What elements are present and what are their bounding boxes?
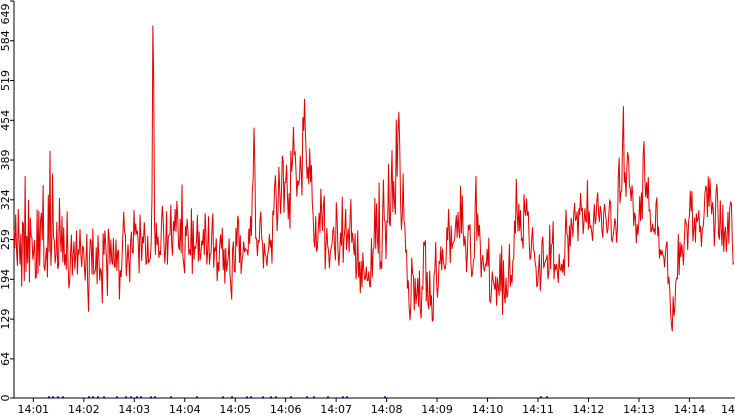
y-tick-label: 259: [0, 229, 12, 250]
y-tick-label: 194: [0, 269, 12, 290]
y-tick-label: 324: [0, 189, 12, 210]
y-tick-label: 389: [0, 150, 12, 171]
series-line: [13, 25, 735, 332]
x-tick-label: 14:14: [674, 403, 706, 415]
y-tick-label: 519: [0, 70, 12, 91]
x-tick-label: 14:04: [169, 403, 201, 415]
x-tick-label: 14:10: [472, 403, 504, 415]
x-tick-label: 14: [721, 403, 735, 415]
plot-area: [13, 25, 735, 332]
x-tick-label: 14:08: [371, 403, 403, 415]
x-tick-label: 14:01: [17, 403, 49, 415]
x-tick-label: 14:12: [573, 403, 605, 415]
x-tick-label: 14:13: [623, 403, 655, 415]
x-tick-label: 14:03: [118, 403, 150, 415]
x-tick-label: 14:02: [68, 403, 100, 415]
y-tick-label: 64: [0, 352, 12, 366]
y-tick-label: 454: [0, 110, 12, 131]
y-tick-label: 0: [0, 395, 12, 402]
y-axis: 0 64 129 194 259 324 389 454 519 584 649: [0, 0, 15, 402]
y-tick-label: 649: [0, 4, 12, 25]
x-axis: 14:01 14:02 14:03 14:04 14:05 14:06 14:07 14:08…: [14, 397, 735, 415]
y-tick-label: 584: [0, 30, 12, 51]
x-tick-label: 14:07: [320, 403, 352, 415]
x-tick-label: 14:09: [421, 403, 453, 415]
x-tick-label: 14:11: [522, 403, 554, 415]
x-tick-label: 14:06: [270, 403, 302, 415]
x-tick-label: 14:05: [219, 403, 251, 415]
y-tick-label: 129: [0, 309, 12, 330]
